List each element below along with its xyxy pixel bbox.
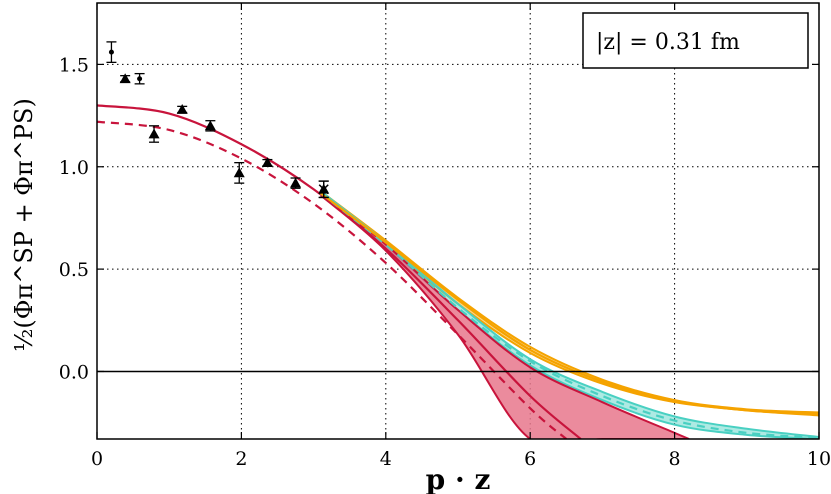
triangle-point <box>148 128 160 139</box>
curve-crimson-solid <box>97 104 582 439</box>
triangle-point <box>204 120 216 131</box>
band-lower-crimson <box>320 194 690 439</box>
y-tick-label: 1.5 <box>59 54 89 76</box>
curve-crimson-dashed <box>97 120 568 439</box>
x-tick-label: 0 <box>91 448 103 470</box>
annotation-box: |z| = 0.31 fm <box>582 12 809 69</box>
data-points <box>106 41 330 199</box>
y-axis-label: ½(Φπ^SP + Φπ^PS) <box>10 98 38 352</box>
dot-point <box>108 49 114 55</box>
triangle-point <box>176 103 188 114</box>
x-tick-label: 4 <box>380 448 392 470</box>
x-tick-label: 10 <box>807 448 831 470</box>
y-tick-label: 0.5 <box>59 259 89 281</box>
ticks: 0 2 4 6 8 10 0.0 0.5 1.0 1.5 <box>59 3 831 470</box>
cross-point-b <box>318 184 329 195</box>
triangle-point <box>233 167 245 178</box>
band-upper-crimson <box>320 192 690 439</box>
triangle-point <box>119 73 131 84</box>
triangle-point <box>290 177 302 188</box>
x-tick-label: 6 <box>524 448 536 470</box>
band-crimson <box>320 193 690 439</box>
x-tick-label: 2 <box>235 448 247 470</box>
y-tick-label: 1.0 <box>59 157 89 179</box>
bands <box>320 190 819 439</box>
plot-frame <box>96 2 820 440</box>
curve-teal-dashed <box>320 192 819 439</box>
dot-point <box>137 76 143 82</box>
x-tick-label: 8 <box>669 448 681 470</box>
triangle-point <box>261 157 273 168</box>
curve-orange-solid <box>320 192 819 416</box>
x-axis-label: p · z <box>426 463 491 494</box>
lines <box>97 104 819 439</box>
y-tick-label: 0.0 <box>59 361 89 383</box>
annotation-text: |z| = 0.31 fm <box>596 30 740 55</box>
